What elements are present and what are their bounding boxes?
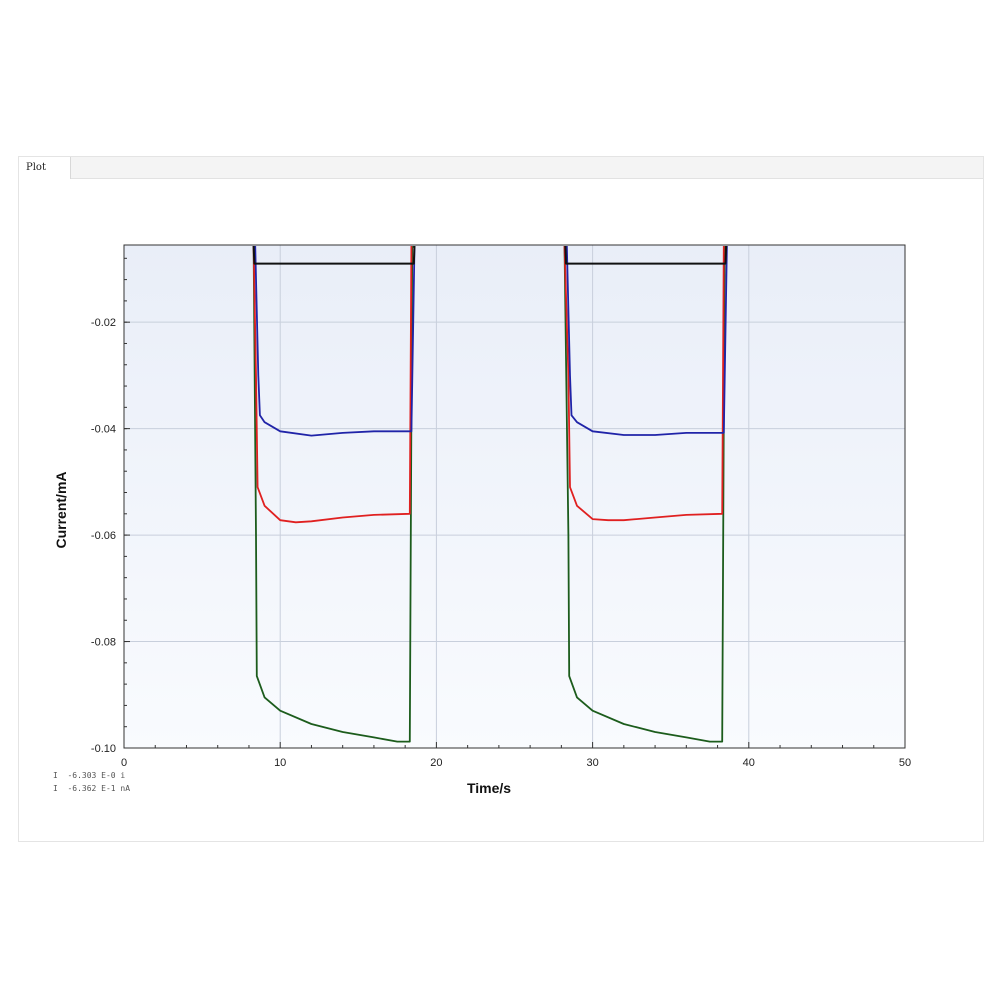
tab-strip: Plot (19, 157, 983, 179)
plot-area (124, 245, 905, 748)
y-tick-label: -0.10 (91, 743, 116, 755)
ticks: 0 10 20 30 40 50 -0.02 -0.04 -0.06 -0.08 -0.10 (91, 257, 911, 769)
x-tick-label: 30 (586, 757, 598, 769)
y-tick-label: -0.08 (91, 637, 116, 649)
y-axis-label: Current/mA (53, 471, 69, 548)
series-line-3 (254, 246, 728, 437)
x-tick-label: 10 (274, 757, 286, 769)
x-tick-label: 40 (743, 757, 755, 769)
y-tick-label: -0.04 (91, 424, 116, 436)
cursor-readout-2: I -6.362 E-1 nA (53, 784, 131, 793)
cursor-readout-1: I -6.303 E-0 i (53, 771, 126, 780)
series-group (125, 246, 905, 743)
x-tick-label: 20 (430, 757, 442, 769)
x-tick-label: 50 (899, 757, 911, 769)
y-tick-label: -0.02 (91, 317, 116, 329)
series-line-2 (252, 246, 725, 524)
line-chart: 0 10 20 30 40 50 -0.02 -0.04 -0.06 -0.08 -0.10 Tim… (53, 244, 911, 796)
plot-window: Plot 0 10 20 30 40 50 -0.02 -0.04 -0.06 -0.08 -0.1… (18, 156, 984, 842)
x-tick-label: 0 (121, 757, 127, 769)
tab-plot[interactable]: Plot (19, 157, 71, 179)
series-line-1 (252, 246, 728, 743)
series-line-4 (125, 246, 905, 265)
plot-frame (123, 244, 906, 749)
y-tick-label: -0.06 (91, 530, 116, 542)
x-axis-label: Time/s (467, 780, 511, 796)
